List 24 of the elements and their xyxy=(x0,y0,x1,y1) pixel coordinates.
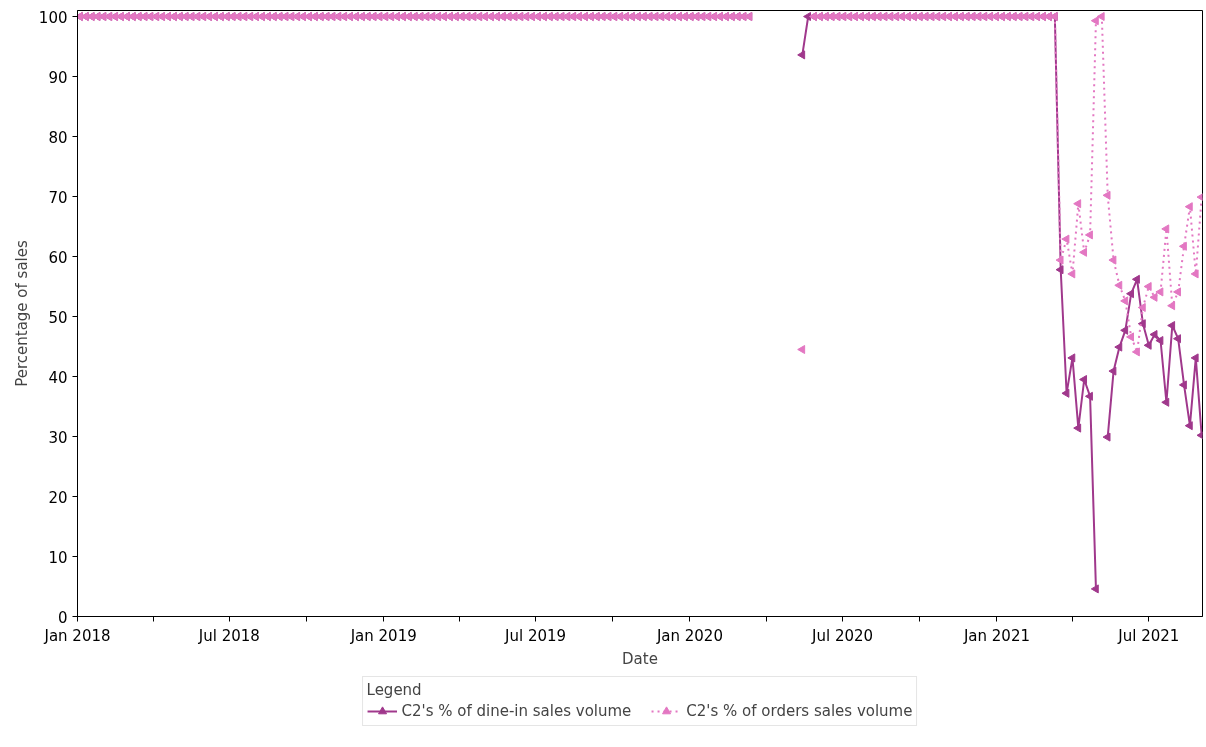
x-tick-label: Jan 2018 xyxy=(43,626,111,645)
x-tick-label: Jul 2021 xyxy=(1117,626,1180,645)
y-tick-label: 30 xyxy=(48,428,68,447)
x-tick-label: Jul 2019 xyxy=(504,626,567,645)
y-tick-label: 80 xyxy=(48,128,68,147)
y-tick-label: 70 xyxy=(48,188,68,207)
y-tick-label: 0 xyxy=(57,608,68,627)
y-tick-label: 90 xyxy=(48,68,68,87)
legend-label: C2's % of orders sales volume xyxy=(686,702,913,720)
y-tick-label: 10 xyxy=(48,548,68,567)
y-axis-title: Percentage of sales xyxy=(12,240,31,387)
y-tick-label: 100 xyxy=(38,8,68,27)
x-tick-label: Jul 2020 xyxy=(811,626,874,645)
y-tick-label: 50 xyxy=(48,308,68,327)
x-tick-label: Jan 2019 xyxy=(349,626,417,645)
y-tick-label: 20 xyxy=(48,488,68,507)
legend-label: C2's % of dine-in sales volume xyxy=(401,702,632,720)
x-tick-label: Jul 2018 xyxy=(197,626,260,645)
x-tick-label: Jan 2020 xyxy=(655,626,723,645)
x-axis-title: Date xyxy=(622,649,658,668)
x-tick-label: Jan 2021 xyxy=(962,626,1031,645)
y-tick-label: 60 xyxy=(48,248,68,267)
legend-title: Legend xyxy=(366,681,423,699)
y-tick-label: 40 xyxy=(48,368,68,387)
